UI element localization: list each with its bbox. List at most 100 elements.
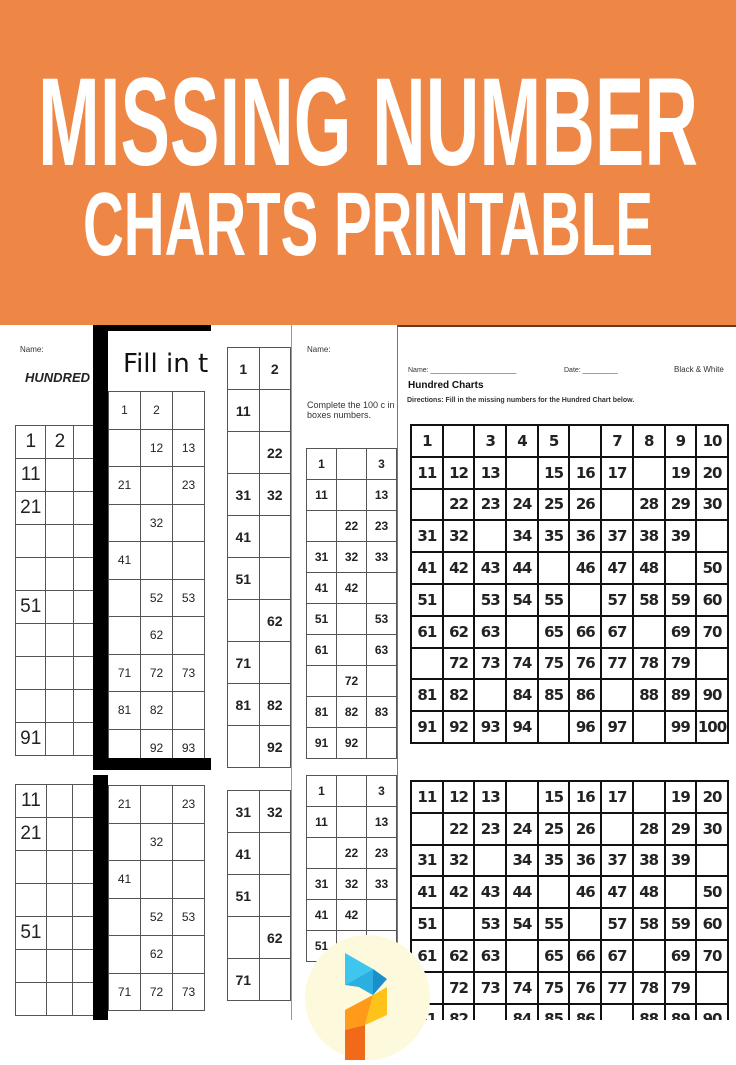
empty-cell[interactable] bbox=[140, 860, 173, 899]
empty-cell[interactable] bbox=[45, 916, 74, 950]
empty-cell[interactable] bbox=[441, 424, 476, 458]
empty-cell[interactable] bbox=[258, 557, 291, 600]
empty-cell[interactable] bbox=[15, 883, 47, 917]
empty-cell[interactable] bbox=[366, 572, 397, 604]
empty-cell[interactable] bbox=[14, 689, 47, 723]
empty-cell[interactable] bbox=[172, 860, 205, 899]
empty-cell[interactable] bbox=[695, 843, 729, 878]
empty-cell[interactable] bbox=[258, 958, 291, 1001]
empty-cell[interactable] bbox=[366, 727, 397, 759]
empty-cell[interactable] bbox=[505, 614, 539, 649]
empty-cell[interactable] bbox=[45, 458, 75, 492]
empty-cell[interactable] bbox=[45, 850, 74, 884]
empty-cell[interactable] bbox=[14, 524, 47, 558]
empty-cell[interactable] bbox=[45, 722, 75, 756]
empty-cell[interactable] bbox=[410, 487, 444, 522]
empty-cell[interactable] bbox=[172, 503, 205, 542]
empty-cell[interactable] bbox=[473, 843, 508, 878]
empty-cell[interactable] bbox=[410, 646, 444, 681]
empty-cell[interactable] bbox=[631, 780, 666, 814]
empty-cell[interactable] bbox=[108, 897, 141, 936]
empty-cell[interactable] bbox=[45, 656, 75, 690]
empty-cell[interactable] bbox=[536, 551, 571, 585]
empty-cell[interactable] bbox=[336, 634, 367, 666]
empty-cell[interactable] bbox=[172, 822, 205, 861]
empty-cell[interactable] bbox=[505, 780, 539, 814]
empty-cell[interactable] bbox=[45, 784, 74, 818]
empty-cell[interactable] bbox=[45, 949, 74, 983]
empty-cell[interactable] bbox=[45, 623, 75, 657]
empty-cell[interactable] bbox=[473, 1002, 508, 1020]
empty-cell[interactable] bbox=[695, 646, 729, 681]
empty-cell[interactable] bbox=[695, 519, 729, 554]
empty-cell[interactable] bbox=[600, 678, 634, 713]
empty-cell[interactable] bbox=[505, 455, 539, 490]
empty-cell[interactable] bbox=[600, 487, 634, 522]
empty-cell[interactable] bbox=[536, 875, 571, 910]
empty-cell[interactable] bbox=[172, 391, 205, 430]
empty-cell[interactable] bbox=[306, 837, 337, 869]
empty-cell[interactable] bbox=[45, 524, 75, 558]
empty-cell[interactable] bbox=[258, 641, 291, 684]
empty-cell[interactable] bbox=[45, 982, 74, 1016]
empty-cell[interactable] bbox=[15, 850, 47, 884]
empty-cell[interactable] bbox=[336, 479, 367, 511]
empty-cell[interactable] bbox=[45, 883, 74, 917]
empty-cell[interactable] bbox=[108, 616, 141, 655]
empty-cell[interactable] bbox=[336, 448, 367, 480]
empty-cell[interactable] bbox=[172, 541, 205, 580]
empty-cell[interactable] bbox=[366, 665, 397, 697]
empty-cell[interactable] bbox=[172, 935, 205, 974]
empty-cell[interactable] bbox=[15, 982, 47, 1016]
empty-cell[interactable] bbox=[473, 519, 508, 554]
empty-cell[interactable] bbox=[410, 811, 444, 846]
empty-cell[interactable] bbox=[631, 710, 666, 744]
empty-cell[interactable] bbox=[14, 557, 47, 591]
empty-cell[interactable] bbox=[140, 785, 173, 824]
empty-cell[interactable] bbox=[258, 389, 291, 432]
empty-cell[interactable] bbox=[473, 678, 508, 713]
empty-cell[interactable] bbox=[306, 510, 337, 542]
empty-cell[interactable] bbox=[227, 431, 260, 474]
empty-cell[interactable] bbox=[108, 822, 141, 861]
empty-cell[interactable] bbox=[45, 689, 75, 723]
empty-cell[interactable] bbox=[631, 614, 666, 649]
empty-cell[interactable] bbox=[568, 424, 603, 458]
empty-cell[interactable] bbox=[695, 970, 729, 1005]
empty-cell[interactable] bbox=[140, 541, 173, 580]
empty-cell[interactable] bbox=[600, 1002, 634, 1020]
empty-cell[interactable] bbox=[306, 665, 337, 697]
empty-cell[interactable] bbox=[258, 874, 291, 917]
empty-cell[interactable] bbox=[45, 590, 75, 624]
empty-cell[interactable] bbox=[663, 551, 698, 585]
empty-cell[interactable] bbox=[441, 907, 476, 941]
empty-cell[interactable] bbox=[663, 875, 698, 910]
empty-cell[interactable] bbox=[366, 899, 397, 931]
empty-cell[interactable] bbox=[336, 775, 367, 807]
empty-cell[interactable] bbox=[441, 582, 476, 617]
empty-cell[interactable] bbox=[336, 603, 367, 635]
empty-cell[interactable] bbox=[631, 938, 666, 973]
empty-cell[interactable] bbox=[505, 938, 539, 973]
empty-cell[interactable] bbox=[258, 832, 291, 875]
empty-cell[interactable] bbox=[568, 907, 603, 941]
empty-cell[interactable] bbox=[108, 578, 141, 617]
empty-cell[interactable] bbox=[227, 599, 260, 642]
empty-cell[interactable] bbox=[258, 515, 291, 558]
empty-cell[interactable] bbox=[172, 616, 205, 655]
empty-cell[interactable] bbox=[45, 557, 75, 591]
empty-cell[interactable] bbox=[568, 582, 603, 617]
empty-cell[interactable] bbox=[227, 916, 260, 959]
empty-cell[interactable] bbox=[14, 656, 47, 690]
empty-cell[interactable] bbox=[108, 428, 141, 467]
empty-cell[interactable] bbox=[631, 455, 666, 490]
empty-cell[interactable] bbox=[14, 623, 47, 657]
empty-cell[interactable] bbox=[108, 728, 141, 758]
empty-cell[interactable] bbox=[45, 817, 74, 851]
empty-cell[interactable] bbox=[336, 806, 367, 838]
empty-cell[interactable] bbox=[108, 503, 141, 542]
empty-cell[interactable] bbox=[227, 725, 260, 768]
empty-cell[interactable] bbox=[600, 811, 634, 846]
empty-cell[interactable] bbox=[536, 710, 571, 744]
empty-cell[interactable] bbox=[172, 691, 205, 730]
